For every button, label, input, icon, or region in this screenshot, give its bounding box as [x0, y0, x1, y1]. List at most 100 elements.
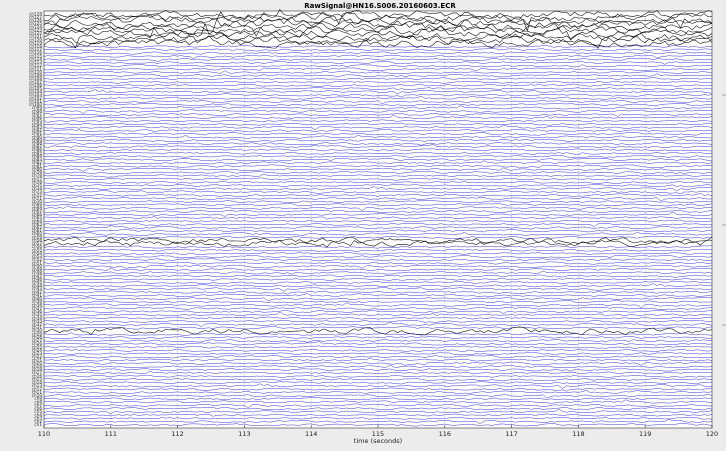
- channel-label: ch127: [29, 15, 42, 20]
- channel-label: ch8: [34, 399, 42, 404]
- channel-label: ch34: [32, 315, 43, 320]
- channel-label: ch3: [34, 416, 42, 421]
- channel-trace: [43, 186, 713, 192]
- channel-trace: [43, 196, 713, 202]
- channel-trace: [43, 64, 713, 68]
- channel-trace: [43, 368, 713, 372]
- channel-trace: [43, 113, 713, 117]
- chart-title: RawSignal@HN16.S006.20160603.ECR: [304, 2, 456, 10]
- channel-label: ch123: [29, 28, 42, 33]
- channel-trace: [43, 321, 713, 328]
- channel-label: ch91: [32, 131, 43, 136]
- channel-trace: [43, 293, 713, 297]
- channel-trace: [43, 148, 713, 152]
- channel-trace: [43, 316, 713, 320]
- channel-label: ch107: [29, 79, 42, 84]
- channel-trace: [43, 105, 713, 110]
- channel-label: ch113: [29, 60, 42, 65]
- channel-label: ch55: [32, 247, 43, 252]
- channel-label: ch89: [32, 138, 43, 143]
- channel-trace: [43, 143, 713, 149]
- channel-label: ch37: [32, 306, 43, 311]
- channel-label: ch54: [32, 251, 43, 256]
- channel-label: ch79: [32, 170, 43, 175]
- channel-label: ch101: [29, 99, 42, 104]
- channel-trace: [43, 245, 713, 249]
- x-tick-label: 118: [572, 430, 584, 438]
- channel-trace: [43, 319, 713, 323]
- channel-trace: [43, 22, 713, 41]
- channel-trace: [43, 236, 713, 246]
- channel-label: ch27: [32, 338, 43, 343]
- channel-label: ch121: [29, 34, 42, 39]
- channel-label: ch73: [32, 189, 43, 194]
- channel-trace: [43, 361, 713, 366]
- channel-label: ch100: [29, 102, 42, 107]
- channel-trace: [43, 374, 713, 378]
- channel-label: ch81: [32, 163, 43, 168]
- channel-label: ch99: [32, 105, 43, 110]
- channel-label: ch18: [32, 367, 43, 372]
- channel-label: ch65: [32, 215, 43, 220]
- channel-label: ch57: [32, 241, 43, 246]
- channel-label: ch80: [32, 167, 43, 172]
- x-tick-label: 114: [305, 430, 317, 438]
- channel-trace: [43, 378, 713, 382]
- channel-trace: [43, 267, 713, 272]
- channel-label: ch77: [32, 176, 43, 181]
- channel-trace: [43, 326, 713, 330]
- channel-trace: [43, 302, 713, 308]
- channel-trace: [43, 407, 713, 411]
- channel-label: ch106: [29, 83, 42, 88]
- channel-label: ch83: [32, 157, 43, 162]
- channel-trace: [43, 236, 713, 248]
- channel-trace: [43, 235, 713, 239]
- channel-label: ch64: [32, 218, 43, 223]
- channel-trace: [43, 109, 713, 115]
- channel-trace: [43, 290, 713, 295]
- channel-trace: [43, 219, 713, 223]
- channel-trace: [43, 281, 713, 285]
- channel-trace: [43, 274, 713, 278]
- channel-trace: [43, 345, 713, 349]
- channel-label: ch45: [32, 280, 43, 285]
- channel-trace: [43, 173, 713, 178]
- channel-label: ch96: [32, 115, 43, 120]
- channel-trace: [43, 311, 713, 317]
- channel-trace: [43, 158, 713, 162]
- channel-label: ch62: [32, 225, 43, 230]
- channel-label: ch105: [29, 86, 42, 91]
- channel-trace: [43, 160, 713, 165]
- channel-label: ch74: [32, 186, 43, 191]
- channel-label: ch47: [32, 273, 43, 278]
- channel-trace: [43, 171, 713, 175]
- channel-trace: [43, 35, 713, 49]
- channel-trace: [43, 48, 713, 52]
- channel-trace: [43, 119, 713, 123]
- channel-label: ch59: [32, 234, 43, 239]
- channel-label: ch109: [29, 73, 42, 78]
- channel-trace: [43, 202, 713, 207]
- channel-trace: [43, 58, 713, 62]
- channel-label: ch108: [29, 76, 42, 81]
- channel-label: ch53: [32, 254, 43, 259]
- channel-label: ch124: [29, 24, 42, 29]
- channel-label: ch17: [32, 370, 43, 375]
- channel-trace: [43, 70, 713, 74]
- channel-trace: [43, 67, 713, 72]
- channel-trace: [43, 336, 713, 340]
- channel-label: ch85: [32, 150, 43, 155]
- channel-label: ch36: [32, 309, 43, 314]
- channel-label: ch13: [32, 383, 43, 388]
- channel-label: ch128: [29, 11, 42, 16]
- channel-label: ch94: [32, 121, 43, 126]
- channel-trace: [43, 297, 713, 302]
- channel-trace: [43, 370, 713, 375]
- channel-label: ch44: [32, 283, 43, 288]
- channel-trace: [43, 349, 713, 353]
- channel-label: ch5: [34, 409, 42, 414]
- channel-label: ch67: [32, 209, 43, 214]
- channel-trace: [43, 283, 713, 288]
- channel-trace: [43, 89, 713, 95]
